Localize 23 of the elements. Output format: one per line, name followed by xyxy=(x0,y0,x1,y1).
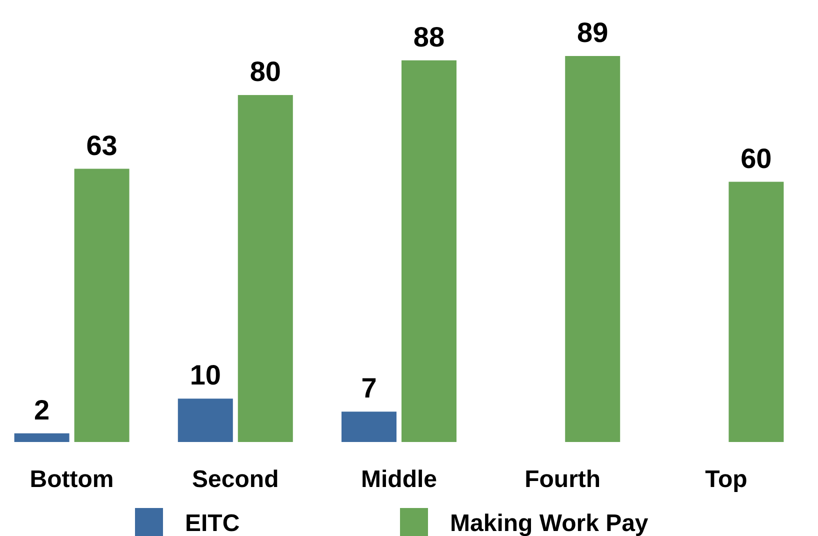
data-label: 88 xyxy=(413,21,445,52)
bar xyxy=(402,60,456,442)
data-label: 63 xyxy=(86,130,118,161)
bar xyxy=(565,56,620,442)
data-label: 60 xyxy=(740,142,772,174)
x-tick-label: Fourth xyxy=(524,466,601,493)
bar xyxy=(342,412,396,442)
data-label: 10 xyxy=(190,360,221,391)
data-label: 80 xyxy=(250,56,281,88)
legend-label: EITC xyxy=(185,510,240,536)
x-tick-label: Top xyxy=(705,466,748,493)
x-tick-label: Bottom xyxy=(30,466,114,493)
bar xyxy=(728,182,784,442)
bar xyxy=(238,95,293,442)
x-tick-label: Second xyxy=(192,466,279,493)
bar xyxy=(74,168,130,442)
data-label: 89 xyxy=(577,17,608,48)
data-label: 2 xyxy=(34,394,50,426)
bar xyxy=(178,398,233,442)
bar xyxy=(14,433,70,442)
legend-label: Making Work Pay xyxy=(450,510,649,536)
data-label: 7 xyxy=(361,372,377,404)
x-tick-label: Middle xyxy=(361,466,437,493)
